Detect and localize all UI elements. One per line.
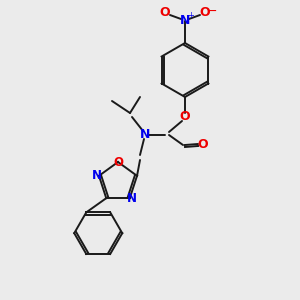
Text: O: O	[198, 139, 208, 152]
Text: +: +	[188, 11, 194, 20]
Text: O: O	[113, 155, 123, 169]
Text: O: O	[200, 7, 210, 20]
Text: N: N	[180, 14, 190, 26]
Text: O: O	[160, 7, 170, 20]
Text: N: N	[92, 169, 102, 182]
Text: N: N	[127, 192, 137, 205]
Text: −: −	[207, 4, 217, 17]
Text: O: O	[180, 110, 190, 124]
Text: N: N	[140, 128, 150, 142]
